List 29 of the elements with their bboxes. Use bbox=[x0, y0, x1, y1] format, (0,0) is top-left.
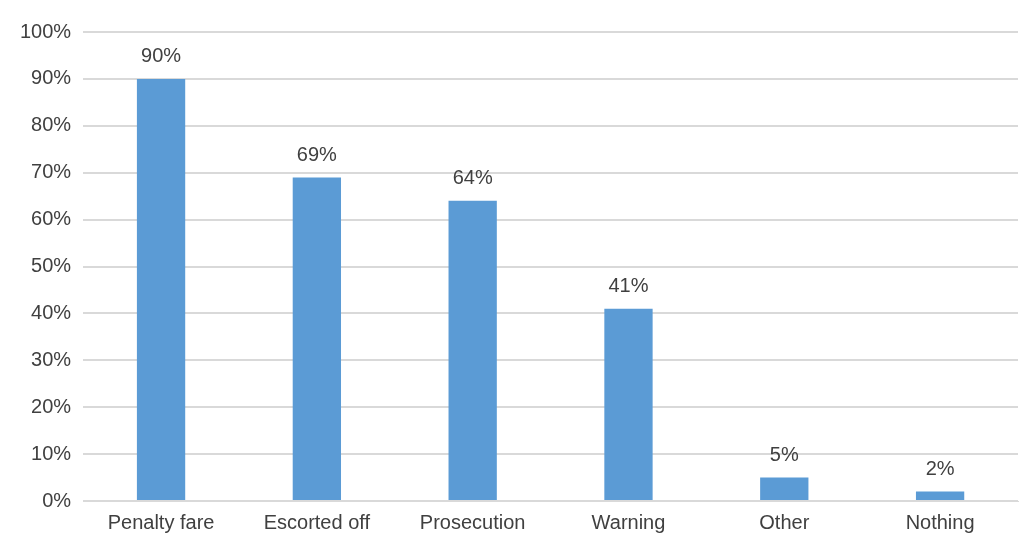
y-tick-label: 40% bbox=[31, 300, 72, 323]
y-tick-label: 50% bbox=[31, 254, 72, 277]
y-tick-label: 60% bbox=[31, 207, 72, 230]
y-tick-label: 10% bbox=[31, 441, 72, 464]
x-tick-label: Prosecution bbox=[419, 510, 526, 533]
data-label: 69% bbox=[296, 142, 338, 165]
bar bbox=[292, 177, 342, 500]
y-tick-label: 0% bbox=[42, 488, 72, 511]
y-tick-label: 30% bbox=[31, 347, 72, 370]
x-tick-label: Nothing bbox=[905, 510, 975, 533]
y-tick-label: 70% bbox=[31, 160, 72, 183]
x-tick-label: Penalty fare bbox=[107, 510, 215, 533]
y-tick-label: 80% bbox=[31, 113, 72, 136]
data-label: 64% bbox=[452, 166, 493, 189]
bar bbox=[915, 491, 965, 500]
bar bbox=[136, 78, 186, 500]
data-label: 5% bbox=[769, 443, 799, 466]
x-tick-label: Warning bbox=[591, 510, 666, 533]
bar bbox=[760, 477, 809, 500]
x-tick-label: Other bbox=[759, 510, 810, 533]
data-label: 90% bbox=[141, 44, 182, 67]
x-tick-label: Escorted off bbox=[263, 510, 371, 533]
y-tick-label: 20% bbox=[31, 394, 72, 417]
bar bbox=[604, 308, 653, 500]
data-label: 41% bbox=[608, 274, 649, 297]
y-tick-label: 90% bbox=[31, 66, 72, 89]
data-label: 2% bbox=[925, 457, 955, 480]
y-tick-label: 100% bbox=[20, 19, 72, 42]
bar bbox=[448, 200, 497, 500]
